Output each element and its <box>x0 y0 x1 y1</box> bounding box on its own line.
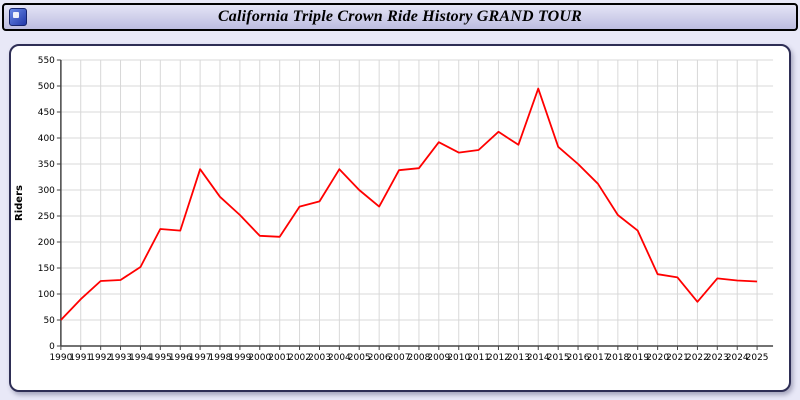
svg-text:2022: 2022 <box>686 353 709 363</box>
svg-text:450: 450 <box>38 108 55 118</box>
svg-text:200: 200 <box>38 238 55 248</box>
svg-text:550: 550 <box>38 56 55 66</box>
svg-text:150: 150 <box>38 264 55 274</box>
svg-text:2006: 2006 <box>368 353 391 363</box>
svg-text:2004: 2004 <box>328 353 351 363</box>
svg-text:2002: 2002 <box>288 353 311 363</box>
svg-text:2015: 2015 <box>547 353 570 363</box>
svg-text:100: 100 <box>38 290 55 300</box>
svg-text:2023: 2023 <box>706 353 729 363</box>
svg-text:2020: 2020 <box>646 353 669 363</box>
svg-text:2018: 2018 <box>606 353 629 363</box>
svg-text:350: 350 <box>38 160 55 170</box>
svg-text:50: 50 <box>43 316 55 326</box>
svg-text:2021: 2021 <box>666 353 689 363</box>
svg-text:2013: 2013 <box>507 353 530 363</box>
svg-text:1998: 1998 <box>209 353 232 363</box>
svg-text:1991: 1991 <box>69 353 92 363</box>
svg-text:2008: 2008 <box>408 353 431 363</box>
svg-text:2009: 2009 <box>427 353 450 363</box>
svg-text:2010: 2010 <box>447 353 470 363</box>
svg-text:2019: 2019 <box>626 353 649 363</box>
svg-text:1993: 1993 <box>109 353 132 363</box>
svg-text:2005: 2005 <box>348 353 371 363</box>
svg-text:1992: 1992 <box>89 353 112 363</box>
ride-history-line-chart: 0501001502002503003504004505005501990199… <box>14 56 774 363</box>
svg-text:2025: 2025 <box>746 353 769 363</box>
svg-text:2017: 2017 <box>587 353 610 363</box>
svg-text:2016: 2016 <box>567 353 590 363</box>
svg-text:1996: 1996 <box>169 353 192 363</box>
svg-text:2003: 2003 <box>308 353 331 363</box>
svg-text:2014: 2014 <box>527 353 550 363</box>
svg-text:250: 250 <box>38 212 55 222</box>
svg-text:2011: 2011 <box>467 353 490 363</box>
window-titlebar: California Triple Crown Ride History GRA… <box>2 3 798 31</box>
svg-text:1994: 1994 <box>129 353 152 363</box>
svg-text:2012: 2012 <box>487 353 510 363</box>
svg-text:0: 0 <box>49 342 55 352</box>
app-icon <box>9 8 27 26</box>
svg-text:2001: 2001 <box>268 353 291 363</box>
svg-text:2024: 2024 <box>726 353 749 363</box>
svg-text:300: 300 <box>38 186 55 196</box>
page-title: California Triple Crown Ride History GRA… <box>217 8 583 25</box>
svg-text:2007: 2007 <box>388 353 411 363</box>
svg-text:2000: 2000 <box>248 353 271 363</box>
svg-text:1990: 1990 <box>49 353 72 363</box>
svg-text:1995: 1995 <box>149 353 172 363</box>
svg-text:1997: 1997 <box>189 353 212 363</box>
svg-text:1999: 1999 <box>229 353 252 363</box>
chart-card: 0 50 100 150 200 250 300 350 400 450 500 550 1990 199… <box>9 44 791 392</box>
svg-text:Riders: Riders <box>14 185 25 221</box>
svg-text:400: 400 <box>38 134 55 144</box>
svg-text:500: 500 <box>38 82 55 92</box>
